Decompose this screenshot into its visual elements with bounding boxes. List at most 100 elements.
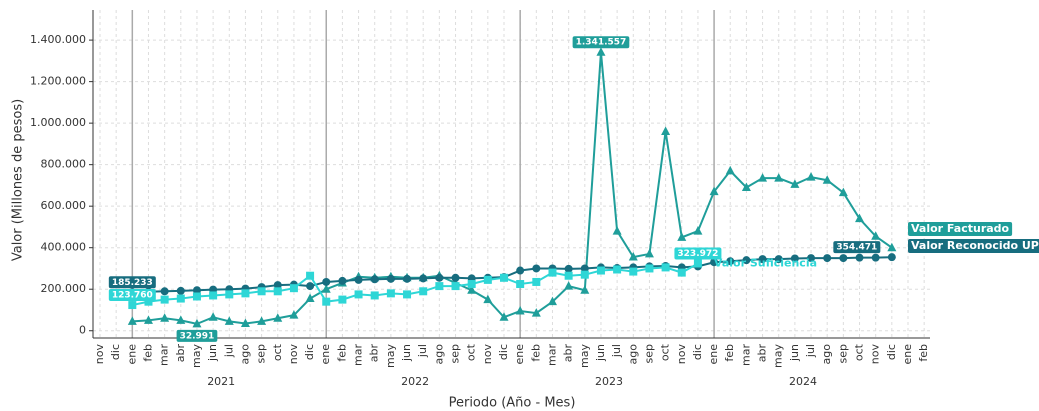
year-label: 2022 — [401, 375, 429, 388]
point — [435, 282, 444, 291]
x-tick-label: ene — [707, 344, 720, 365]
x-tick-label: dic — [109, 344, 122, 360]
series-name: Valor Reconocido UPC — [911, 239, 1039, 252]
point — [661, 126, 671, 135]
point — [176, 294, 185, 303]
x-tick-label: may — [772, 344, 785, 368]
y-tick-label: 400.000 — [41, 241, 87, 254]
point — [419, 274, 428, 283]
point — [709, 186, 719, 196]
point — [273, 287, 282, 296]
point — [790, 179, 800, 188]
point — [693, 259, 702, 268]
x-tick-label: feb — [723, 344, 736, 362]
data-label-text: 32.991 — [180, 331, 215, 341]
point — [208, 312, 218, 321]
point — [321, 284, 331, 293]
series-name-label: Valor Reconocido UPC — [908, 239, 1039, 253]
point — [629, 267, 638, 276]
x-tick-label: nov — [675, 344, 688, 365]
data-label: 123.760 — [108, 289, 156, 302]
point — [758, 255, 767, 264]
point — [192, 318, 202, 328]
x-tick-label: oct — [271, 343, 284, 361]
point — [241, 289, 250, 298]
point — [516, 280, 525, 289]
point — [128, 301, 137, 310]
y-tick-label: 600.000 — [41, 199, 87, 212]
x-tick-label: jun — [206, 344, 219, 362]
x-tick-label: mar — [545, 344, 558, 366]
data-label-box — [108, 276, 156, 289]
point — [419, 287, 428, 296]
point — [547, 296, 557, 306]
point — [273, 281, 282, 290]
x-tick-label: feb — [917, 344, 930, 362]
x-tick-label: nov — [869, 344, 882, 365]
x-tick-label: feb — [335, 344, 348, 362]
point — [855, 253, 864, 262]
y-tick-label: 800.000 — [41, 158, 87, 171]
x-tick-label: abr — [562, 344, 575, 363]
data-label: 185.233 — [108, 276, 156, 289]
point — [564, 264, 573, 273]
y-tick-label: 1.000.000 — [30, 116, 86, 129]
data-label-box — [572, 36, 630, 49]
point — [887, 242, 897, 252]
point — [580, 264, 589, 273]
point — [160, 295, 169, 304]
point — [790, 254, 799, 263]
x-tick-label: ene — [901, 344, 914, 365]
point — [644, 248, 654, 258]
point — [127, 316, 137, 325]
data-label-box — [176, 329, 218, 342]
x-tick-label: mar — [352, 344, 365, 366]
point — [354, 290, 363, 299]
point — [225, 290, 234, 299]
x-tick-label: may — [384, 344, 397, 368]
point — [515, 306, 525, 315]
point — [143, 315, 153, 324]
point — [370, 291, 379, 300]
x-tick-label: jul — [804, 344, 817, 358]
x-tick-label: abr — [174, 344, 187, 363]
y-tick-label: 0 — [79, 324, 86, 337]
point — [596, 266, 605, 275]
x-tick-label: ago — [238, 344, 251, 365]
series-name-box — [908, 239, 1039, 253]
point — [806, 172, 816, 181]
point — [693, 226, 703, 235]
data-label: 32.991 — [176, 329, 218, 342]
point — [548, 268, 557, 277]
point — [661, 263, 670, 272]
point — [532, 277, 541, 286]
point — [580, 270, 589, 279]
x-tick-label: abr — [368, 344, 381, 363]
x-tick-label: oct — [659, 343, 672, 361]
point — [855, 213, 865, 223]
point — [435, 273, 444, 282]
x-tick-label: feb — [529, 344, 542, 362]
y-tick-label: 200.000 — [41, 282, 87, 295]
x-tick-label: jun — [788, 344, 801, 362]
point — [822, 175, 832, 184]
data-label-box — [108, 289, 156, 302]
x-tick-label: mar — [158, 344, 171, 366]
year-label: 2023 — [595, 375, 623, 388]
point — [726, 257, 735, 266]
x-tick-label: sep — [449, 344, 462, 363]
point — [645, 264, 654, 273]
x-tick-label: nov — [93, 344, 106, 365]
point — [160, 313, 170, 322]
point — [871, 231, 881, 240]
y-axis-label: Valor (Millones de pesos) — [11, 99, 26, 261]
x-axis-label: Periodo (Año - Mes) — [449, 396, 576, 411]
point — [273, 313, 283, 322]
data-label: 1.341.557 — [572, 36, 630, 49]
point — [306, 282, 315, 291]
series-name-label: Valor Facturado — [908, 222, 1013, 236]
x-tick-label: oct — [465, 343, 478, 361]
point — [500, 273, 508, 282]
point — [871, 253, 880, 262]
data-label-text: 323.972 — [677, 249, 718, 259]
